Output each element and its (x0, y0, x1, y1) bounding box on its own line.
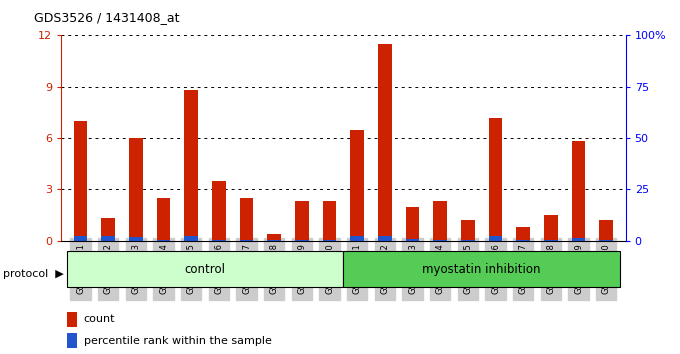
Bar (67, 312, 77, 327)
Bar (406, 239, 420, 241)
Text: myostatin inhibition: myostatin inhibition (422, 263, 541, 275)
Bar (461, 220, 475, 241)
Bar (350, 130, 364, 241)
Bar (184, 236, 198, 241)
Bar (295, 240, 309, 241)
Text: protocol  ▶: protocol ▶ (3, 269, 64, 279)
Bar (67, 333, 77, 348)
Bar (267, 234, 281, 241)
Bar (129, 237, 143, 241)
Text: control: control (184, 263, 226, 275)
Bar (599, 220, 613, 241)
Bar (544, 240, 558, 241)
Bar (516, 227, 530, 241)
Bar (322, 201, 337, 241)
Bar (239, 198, 254, 241)
Bar (516, 240, 530, 241)
Bar (350, 236, 364, 241)
Text: GDS3526 / 1431408_at: GDS3526 / 1431408_at (34, 11, 180, 24)
Bar (489, 118, 503, 241)
Bar (156, 240, 171, 241)
Bar (212, 240, 226, 241)
Bar (101, 236, 115, 241)
Bar (73, 236, 88, 241)
Text: count: count (84, 314, 116, 325)
Bar (489, 236, 503, 241)
Bar (433, 201, 447, 241)
Bar (322, 240, 337, 241)
Bar (461, 240, 475, 241)
Text: percentile rank within the sample: percentile rank within the sample (84, 336, 271, 346)
Bar (599, 240, 613, 241)
Bar (433, 240, 447, 241)
Bar (572, 238, 585, 241)
Bar (184, 90, 198, 241)
Bar (572, 142, 585, 241)
Bar (343, 251, 620, 287)
Bar (378, 44, 392, 241)
Bar (156, 198, 171, 241)
Bar (544, 215, 558, 241)
Bar (73, 121, 88, 241)
Bar (378, 236, 392, 241)
Bar (295, 201, 309, 241)
Bar (406, 206, 420, 241)
Bar (267, 240, 281, 241)
Bar (101, 218, 115, 241)
Bar (67, 251, 343, 287)
Bar (239, 240, 254, 241)
Bar (212, 181, 226, 241)
Bar (129, 138, 143, 241)
